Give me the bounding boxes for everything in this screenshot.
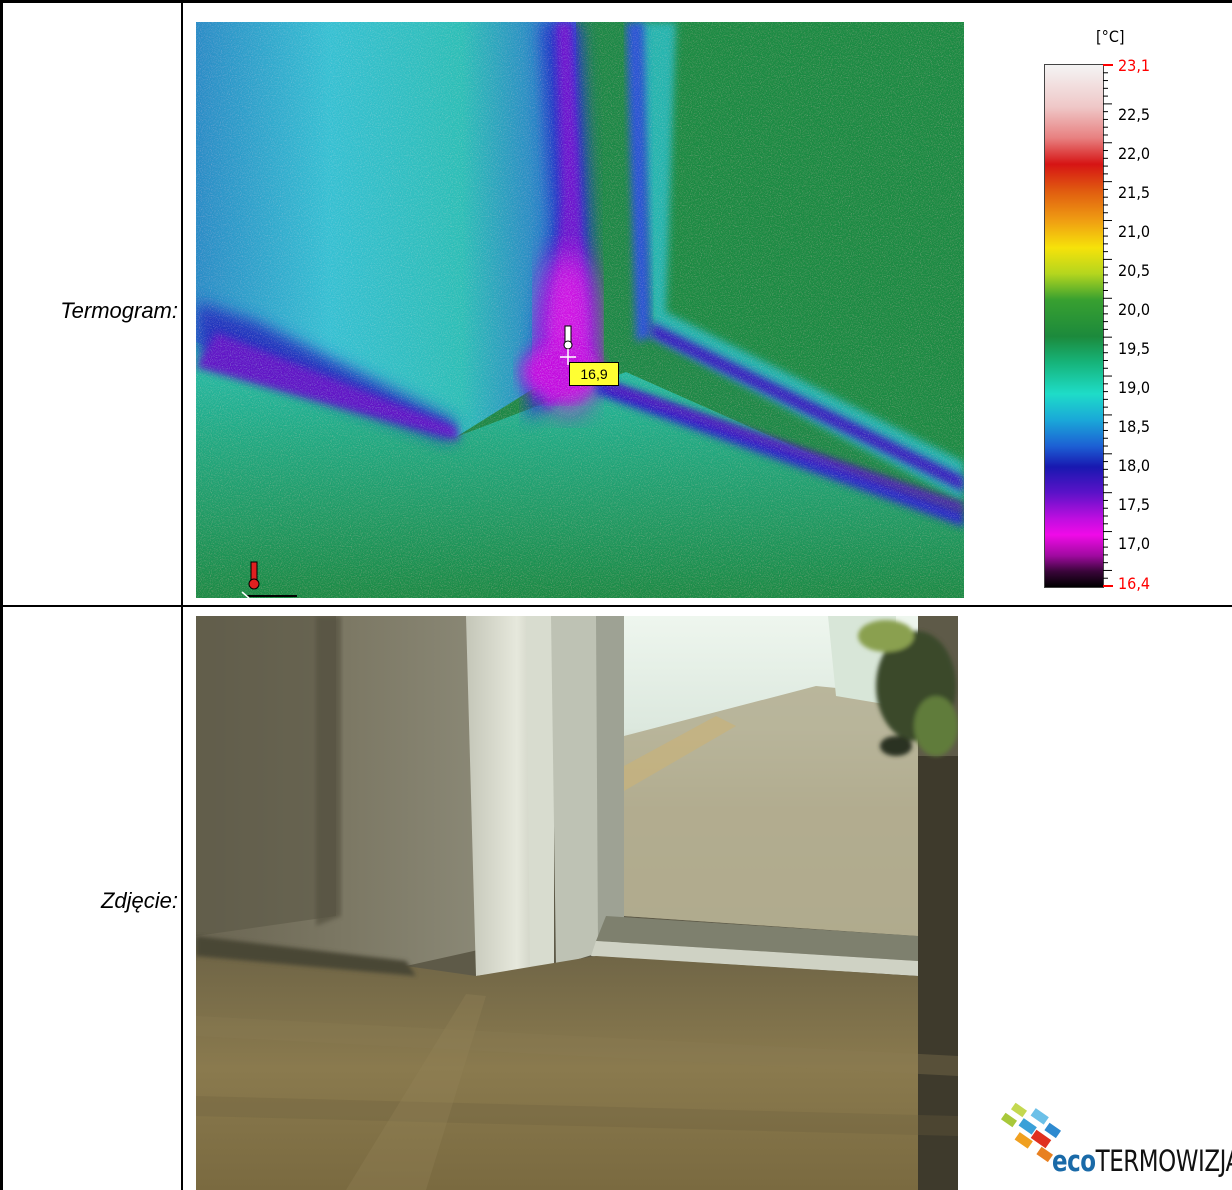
logo-name: TERMOWIZJA <box>1095 1144 1232 1178</box>
scale-unit: [°C] <box>1096 27 1125 46</box>
table-border-top <box>0 0 1232 3</box>
logo-prefix: eco <box>1052 1144 1096 1178</box>
scale-label-18-5: 18,5 <box>1118 417 1151 436</box>
photo-row-label: Zdjęcie: <box>100 888 178 913</box>
scale-label-22-0: 22,0 <box>1118 144 1151 163</box>
scale-label-21-0: 21,0 <box>1118 222 1151 241</box>
scale-label-19-5: 19,5 <box>1118 339 1151 358</box>
table-column-divider <box>181 0 183 1190</box>
thermogram-row-label: Termogram: <box>60 298 178 323</box>
scale-label-17-0: 17,0 <box>1118 534 1151 553</box>
spot-thermometer-icon <box>560 325 576 365</box>
thermogram-image <box>196 22 964 598</box>
scale-label-17-5: 17,5 <box>1118 495 1151 514</box>
ecotermowizja-logo <box>1000 1102 1062 1163</box>
logo-wordmark: ecoTERMOWIZJA <box>1052 1144 1232 1178</box>
table-row-divider <box>0 605 1232 607</box>
scale-label-19-0: 19,0 <box>1118 378 1151 397</box>
spot-temperature-label: 16,9 <box>569 362 619 386</box>
reference-thermometer-icon <box>241 561 297 599</box>
table-border-left <box>0 0 3 1190</box>
scale-ticks <box>1103 64 1113 587</box>
scale-label-22-5: 22,5 <box>1118 105 1151 124</box>
temperature-color-scale <box>1044 64 1104 588</box>
scale-label-18-0: 18,0 <box>1118 456 1151 475</box>
scale-min-label: 16,4 <box>1118 574 1151 593</box>
scale-label-21-5: 21,5 <box>1118 183 1151 202</box>
scale-label-20-5: 20,5 <box>1118 261 1151 280</box>
scale-max-label: 23,1 <box>1118 56 1151 75</box>
scale-label-20-0: 20,0 <box>1118 300 1151 319</box>
visible-light-photo <box>196 616 958 1190</box>
